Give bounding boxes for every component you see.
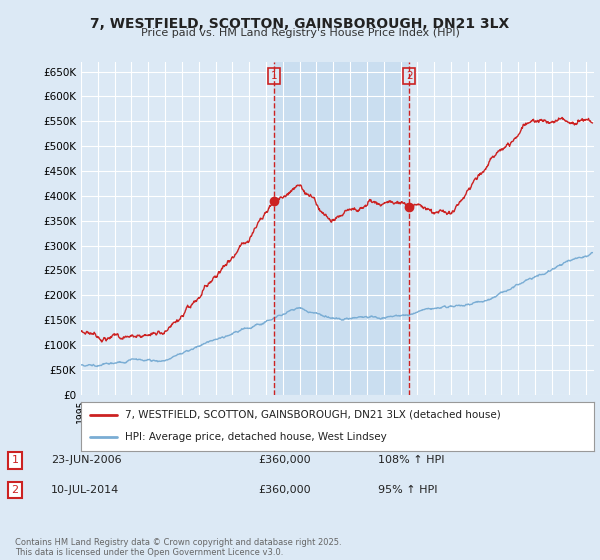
Bar: [274, 62, 409, 395]
Text: £360,000: £360,000: [258, 485, 311, 495]
Text: 7, WESTFIELD, SCOTTON, GAINSBOROUGH, DN21 3LX (detached house): 7, WESTFIELD, SCOTTON, GAINSBOROUGH, DN2…: [125, 410, 500, 420]
Text: 1: 1: [271, 71, 277, 81]
Text: 23-JUN-2006: 23-JUN-2006: [51, 455, 122, 465]
Text: 108% ↑ HPI: 108% ↑ HPI: [378, 455, 445, 465]
Text: 10-JUL-2014: 10-JUL-2014: [51, 485, 119, 495]
Text: 2: 2: [406, 71, 413, 81]
Text: HPI: Average price, detached house, West Lindsey: HPI: Average price, detached house, West…: [125, 432, 386, 442]
Text: 95% ↑ HPI: 95% ↑ HPI: [378, 485, 437, 495]
Text: 7, WESTFIELD, SCOTTON, GAINSBOROUGH, DN21 3LX: 7, WESTFIELD, SCOTTON, GAINSBOROUGH, DN2…: [91, 17, 509, 31]
Text: 2: 2: [11, 485, 19, 495]
Text: Contains HM Land Registry data © Crown copyright and database right 2025.
This d: Contains HM Land Registry data © Crown c…: [15, 538, 341, 557]
Text: 1: 1: [11, 455, 19, 465]
Text: Price paid vs. HM Land Registry's House Price Index (HPI): Price paid vs. HM Land Registry's House …: [140, 28, 460, 38]
Text: £360,000: £360,000: [258, 455, 311, 465]
